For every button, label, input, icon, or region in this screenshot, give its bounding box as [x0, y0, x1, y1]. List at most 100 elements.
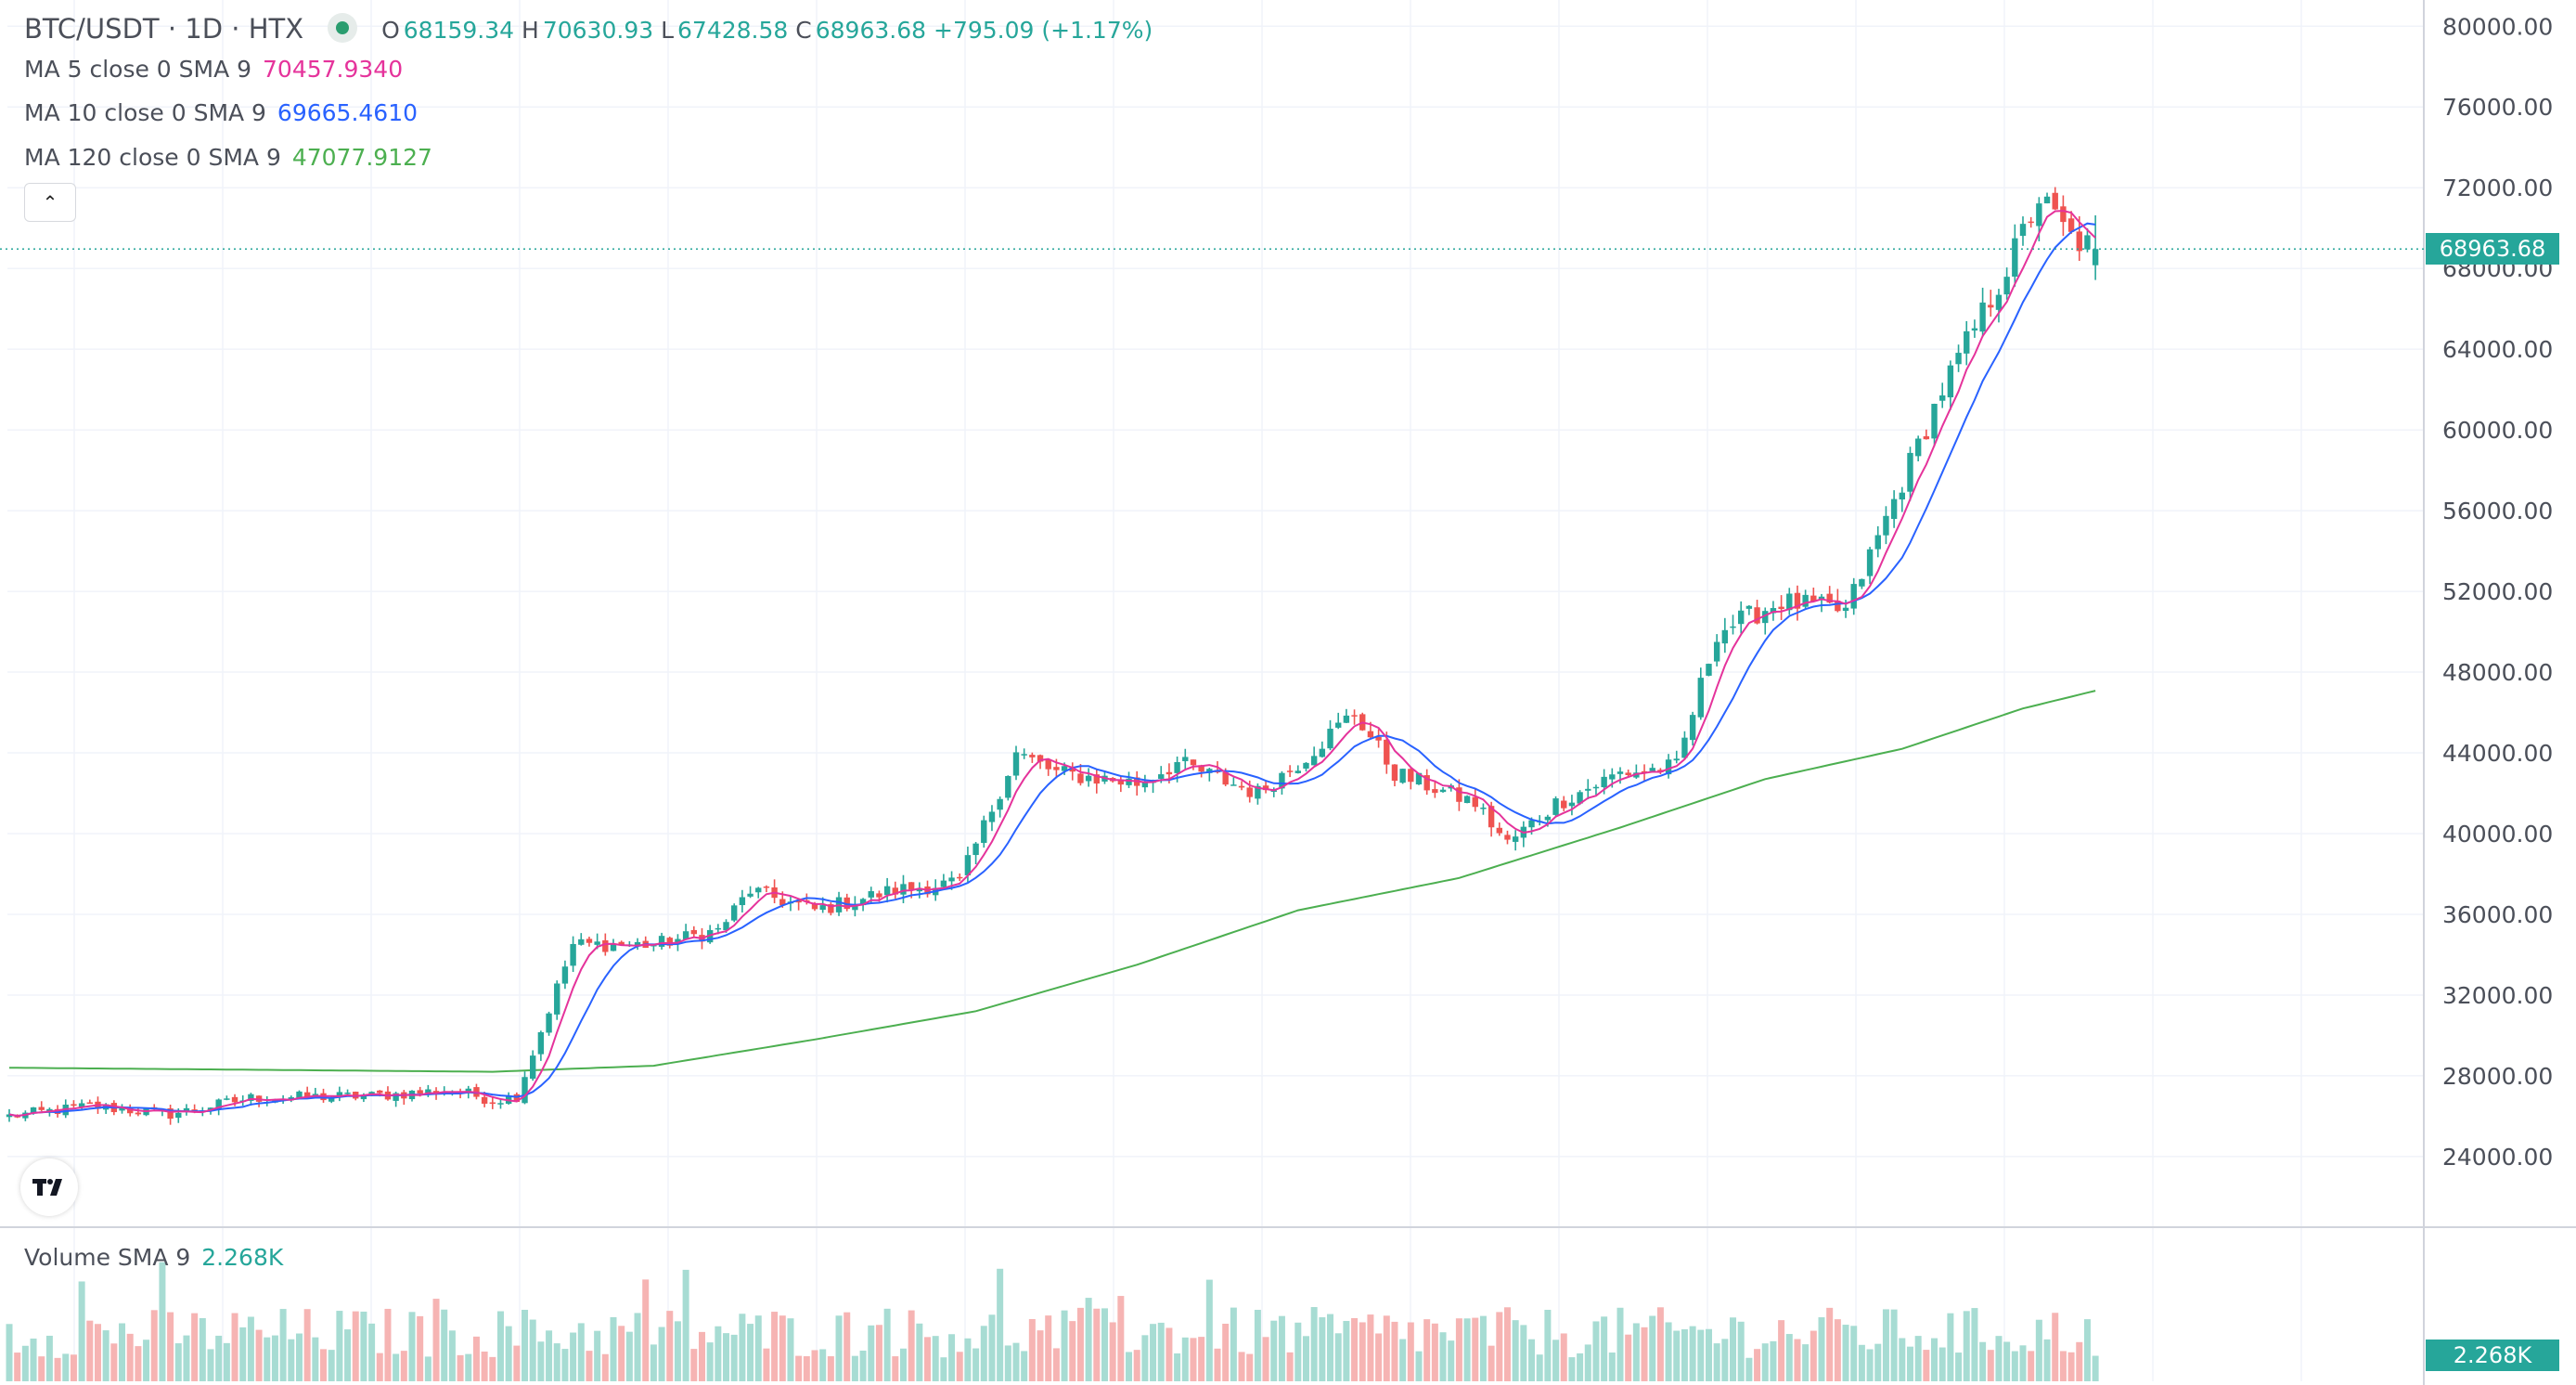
candle-body: [682, 931, 689, 939]
volume-bar: [1601, 1316, 1608, 1381]
y-tick-label: 28000.00: [2442, 1063, 2553, 1090]
volume-bar: [730, 1334, 738, 1381]
volume-bar: [1359, 1322, 1366, 1381]
volume-bar: [1656, 1307, 1664, 1381]
candle-body: [1069, 767, 1075, 772]
volume-bar: [972, 1348, 980, 1381]
candle-body: [578, 938, 585, 945]
candle-body: [2067, 218, 2075, 232]
volume-bar: [1174, 1353, 1181, 1381]
candle-body: [425, 1089, 431, 1094]
volume-bar: [1415, 1351, 1423, 1381]
ma120-line: [8, 690, 2096, 1073]
volume-bar: [376, 1353, 383, 1381]
volume-bar: [1963, 1311, 1970, 1381]
volume-bar: [1649, 1315, 1656, 1381]
volume-bar: [1439, 1332, 1447, 1381]
volume-bar: [1761, 1343, 1769, 1381]
volume-bar: [183, 1335, 190, 1381]
candle-body: [1005, 775, 1011, 798]
volume-legend[interactable]: Volume SMA 9 2.268K: [24, 1244, 287, 1271]
volume-bar: [1641, 1327, 1648, 1381]
volume-bar: [247, 1316, 254, 1381]
candle-body: [1866, 549, 1874, 576]
volume-bar: [964, 1338, 972, 1381]
candle-body: [2052, 192, 2058, 210]
volume-bar: [779, 1315, 786, 1381]
volume-bar: [2092, 1355, 2099, 1381]
candle-body: [1029, 755, 1036, 757]
indicator-ma5[interactable]: MA 5 close 0 SMA 9 70457.9340: [24, 56, 406, 83]
volume-bar: [417, 1315, 424, 1381]
candle-body: [1625, 772, 1631, 776]
candle-body: [6, 1114, 13, 1118]
candle-body: [1439, 789, 1447, 793]
candle-body: [1810, 595, 1817, 602]
y-tick-label: 40000.00: [2442, 821, 2553, 848]
volume-bar: [956, 1352, 963, 1381]
candle-body: [948, 877, 955, 882]
candle-body: [1294, 770, 1301, 773]
candle-body: [1093, 774, 1100, 784]
candle-body: [1117, 779, 1125, 785]
candle-body: [1310, 756, 1318, 766]
volume-bar: [207, 1349, 214, 1381]
tradingview-logo[interactable]: [20, 1158, 78, 1216]
candle-body: [1601, 776, 1607, 788]
volume-bar: [1721, 1339, 1729, 1381]
collapse-legend-button[interactable]: ⌃: [24, 183, 76, 222]
candle-body: [658, 936, 665, 947]
candle-body: [1085, 775, 1092, 782]
candle-body: [215, 1099, 222, 1109]
candle-body: [1141, 781, 1149, 788]
volume-bar: [1520, 1325, 1527, 1381]
candle-body: [1988, 304, 1994, 308]
candle-body: [1351, 715, 1358, 717]
volume-bar: [6, 1324, 13, 1381]
candle-body: [2043, 196, 2051, 204]
volume-bar: [658, 1327, 665, 1381]
candle-body: [1037, 755, 1044, 762]
indicator-ma120[interactable]: MA 120 close 0 SMA 9 47077.9127: [24, 144, 436, 171]
volume-bar: [875, 1325, 882, 1381]
candle-body: [417, 1090, 423, 1094]
volume-bar: [1222, 1324, 1230, 1381]
volume-bar: [14, 1353, 21, 1381]
candle-body: [231, 1096, 238, 1103]
candle-body: [1182, 757, 1189, 761]
volume-bar: [1190, 1338, 1197, 1381]
volume-bar: [835, 1315, 843, 1381]
candle-body: [1488, 806, 1495, 828]
candle-body: [916, 887, 923, 892]
volume-bar: [1818, 1317, 1825, 1381]
candle-body: [1609, 774, 1616, 780]
y-tick-label: 32000.00: [2442, 982, 2553, 1009]
volume-bar: [642, 1279, 650, 1381]
volume-bar: [1737, 1321, 1745, 1381]
candle-body: [1126, 778, 1132, 785]
candle-body: [1391, 764, 1398, 782]
candle-body: [1303, 762, 1309, 769]
volume-bar: [408, 1312, 416, 1381]
volume-bar: [1890, 1309, 1898, 1381]
volume-bar: [1810, 1330, 1817, 1381]
candle-body: [1286, 770, 1294, 772]
volume-bar: [2011, 1351, 2018, 1381]
candle-body: [1955, 353, 1962, 365]
y-tick-label: 64000.00: [2442, 336, 2553, 363]
indicator-label: MA 10 close 0 SMA 9: [24, 99, 266, 126]
y-tick-label: 44000.00: [2442, 740, 2553, 767]
candle-body: [1689, 715, 1696, 741]
candle-body: [1762, 611, 1769, 624]
candle-body: [78, 1103, 85, 1107]
volume-bar: [803, 1356, 810, 1381]
volume-bar: [1004, 1345, 1011, 1381]
indicator-ma10[interactable]: MA 10 close 0 SMA 9 69665.4610: [24, 99, 421, 126]
volume-bar: [795, 1355, 803, 1381]
volume-bar: [223, 1342, 230, 1381]
high-value: 70630.93: [542, 17, 654, 44]
volume-bar: [126, 1333, 134, 1381]
volume-bar: [448, 1330, 456, 1381]
symbol-title[interactable]: BTC/USDT · 1D · HTX: [24, 13, 304, 45]
